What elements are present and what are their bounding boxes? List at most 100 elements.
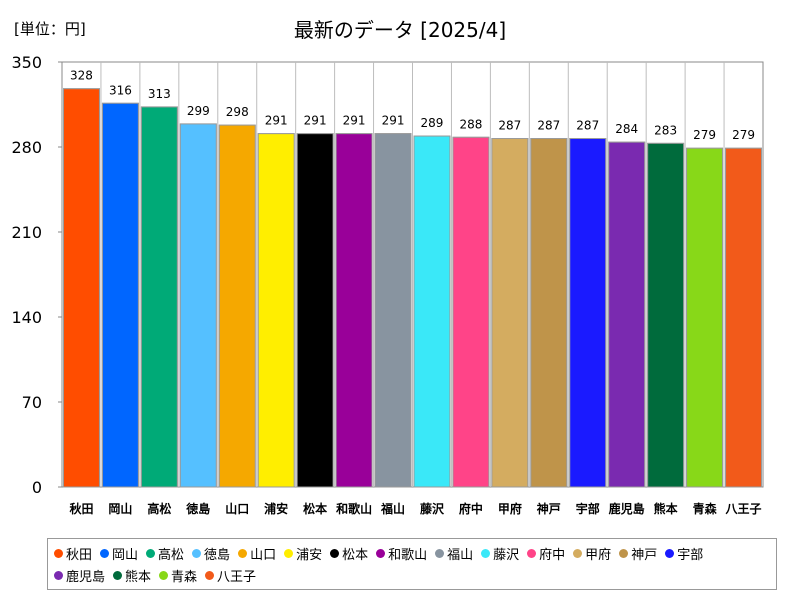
legend-label: 鹿児島	[66, 569, 106, 585]
bar-fill	[63, 88, 100, 488]
legend-item: 松本	[330, 542, 368, 564]
legend-swatch	[238, 548, 248, 558]
legend-item: 八王子	[205, 564, 256, 586]
legend-item: 鹿児島	[54, 564, 105, 586]
x-tick-label: 藤沢	[419, 501, 445, 516]
bar-fill	[647, 142, 685, 488]
data-label: 291	[304, 114, 327, 128]
legend-swatch	[192, 548, 202, 558]
legend-swatch	[159, 570, 169, 580]
bar-fill	[491, 138, 529, 488]
legend-swatch	[113, 570, 123, 580]
data-label: 299	[187, 104, 210, 118]
data-label: 284	[615, 122, 638, 136]
legend-label: 和歌山	[388, 547, 428, 563]
bar-chart: 328 秋田 316 岡山 313 高松 299 徳島 298 山口 291 浦安 291 松本 291 和歌…	[11, 53, 764, 516]
x-tick-label: 浦安	[264, 501, 288, 516]
x-tick-label: 岡山	[108, 501, 132, 516]
data-label: 288	[459, 117, 482, 131]
legend-item: 和歌山	[376, 542, 427, 564]
bar-fill	[686, 147, 724, 488]
data-label: 287	[498, 119, 521, 133]
x-tick-label: 宇部	[576, 501, 600, 516]
data-label: 291	[265, 114, 288, 128]
legend-item: 秋田	[54, 542, 92, 564]
legend-swatch	[435, 548, 445, 558]
legend-item: 宇部	[665, 542, 703, 564]
legend-label: 浦安	[296, 547, 323, 563]
bar-fill	[374, 133, 412, 488]
legend-item: 熊本	[113, 564, 151, 586]
legend-swatch	[100, 548, 110, 558]
x-tick-label: 福山	[380, 501, 405, 516]
x-tick-label: 青森	[693, 501, 718, 516]
legend-swatch	[573, 548, 583, 558]
legend-swatch	[284, 548, 294, 558]
legend-swatch	[376, 548, 386, 558]
y-tick-label: 280	[11, 138, 42, 157]
legend-item: 甲府	[573, 542, 611, 564]
x-tick-label: 徳島	[185, 501, 210, 516]
bar-fill	[257, 133, 295, 488]
x-tick-label: 松本	[303, 501, 327, 516]
bar-fill	[608, 141, 646, 488]
legend-item: 府中	[527, 542, 565, 564]
x-tick-label: 秋田	[69, 501, 93, 516]
legend-label: 甲府	[585, 547, 612, 563]
bar-fill	[725, 147, 762, 488]
data-label: 328	[70, 69, 93, 83]
legend: 秋田 岡山 高松 徳島 山口 浦安 松本 和歌山 福山 藤沢 府中 甲府 神戸 宇部鹿児島 熊本 青森 八王子	[47, 538, 777, 590]
bar-fill	[179, 123, 217, 488]
bar-fill	[569, 138, 607, 488]
legend-label: 神戸	[631, 547, 658, 563]
legend-item: 岡山	[100, 542, 138, 564]
legend-item: 高松	[146, 542, 184, 564]
data-label: 283	[654, 123, 677, 137]
legend-item: 神戸	[619, 542, 657, 564]
y-tick-label: 140	[11, 308, 42, 327]
bar-fill	[218, 124, 256, 488]
data-label: 298	[226, 105, 249, 119]
legend-label: 山口	[250, 547, 277, 563]
legend-label: 熊本	[125, 569, 152, 585]
x-tick-label: 和歌山	[335, 501, 372, 516]
data-label: 279	[693, 128, 716, 142]
data-label: 313	[148, 87, 171, 101]
x-tick-label: 熊本	[654, 501, 678, 516]
x-tick-label: 神戸	[537, 501, 561, 516]
legend-item: 福山	[435, 542, 473, 564]
legend-label: 八王子	[217, 569, 257, 585]
data-label: 291	[382, 114, 405, 128]
data-label: 279	[732, 128, 755, 142]
legend-swatch	[330, 548, 340, 558]
legend-label: 徳島	[204, 547, 231, 563]
legend-item: 藤沢	[481, 542, 519, 564]
chart-title: 最新のデータ [2025/4]	[293, 18, 507, 42]
legend-label: 秋田	[66, 547, 93, 563]
x-tick-label: 山口	[225, 501, 249, 516]
legend-swatch	[205, 570, 215, 580]
legend-swatch	[146, 548, 156, 558]
legend-swatch	[481, 548, 491, 558]
legend-label: 高松	[158, 547, 185, 563]
legend-swatch	[54, 548, 63, 558]
x-tick-label: 鹿児島	[609, 501, 645, 516]
bar-fill	[140, 106, 178, 488]
legend-swatch	[619, 548, 629, 558]
legend-label: 青森	[171, 569, 198, 585]
legend-item: 山口	[238, 542, 276, 564]
y-tick-label: 0	[32, 478, 42, 497]
legend-label: 松本	[342, 547, 369, 563]
x-tick-label: 八王子	[725, 502, 762, 516]
data-label: 289	[421, 116, 444, 130]
bar-fill	[101, 102, 139, 488]
data-label: 287	[576, 119, 599, 133]
bar-fill	[413, 135, 451, 488]
legend-item: 徳島	[192, 542, 230, 564]
legend-item: 浦安	[284, 542, 322, 564]
legend-label: 福山	[447, 547, 474, 563]
legend-label: 宇部	[677, 547, 704, 563]
legend-label: 藤沢	[493, 547, 520, 563]
data-label: 316	[109, 83, 132, 97]
data-label: 287	[537, 119, 560, 133]
